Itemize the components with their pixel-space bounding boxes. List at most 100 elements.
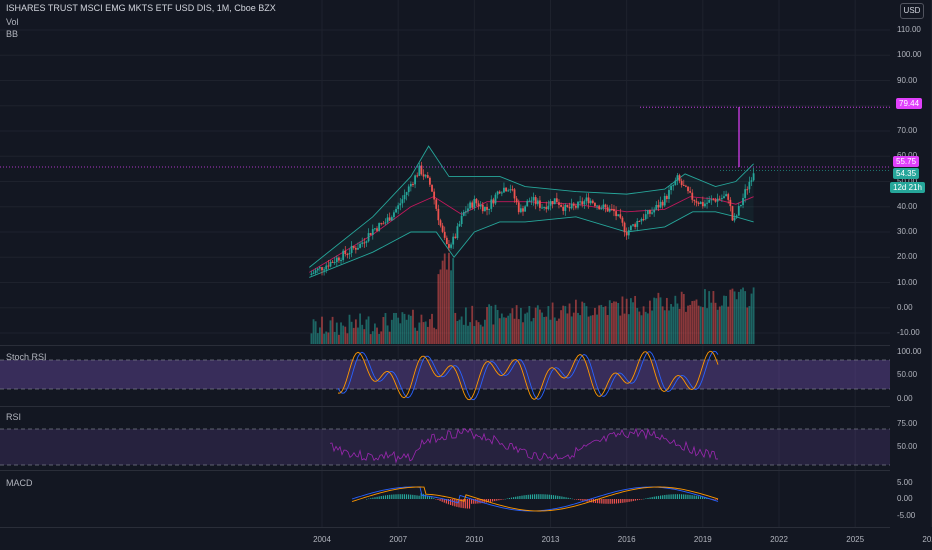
- volume-bar: [484, 319, 486, 344]
- rsi-label[interactable]: RSI: [6, 412, 22, 422]
- macd-label[interactable]: MACD: [6, 478, 33, 488]
- bollinger-indicator-label[interactable]: BB: [6, 29, 19, 39]
- candle-body: [378, 223, 381, 231]
- macd-histogram-bar: [538, 494, 540, 499]
- volume-bar: [367, 316, 370, 344]
- macd-histogram-bar: [418, 495, 420, 499]
- macd-histogram-bar: [443, 499, 445, 503]
- volume-bar: [452, 258, 455, 344]
- rsi-band: [0, 429, 890, 465]
- volume-bar: [670, 304, 672, 344]
- price-tick-label: 20.00: [897, 252, 918, 262]
- pane-separator[interactable]: [0, 406, 890, 407]
- volume-bar: [579, 315, 582, 344]
- volume-bar: [712, 291, 715, 344]
- stoch-rsi-label[interactable]: Stoch RSI: [6, 352, 47, 362]
- candle-body: [467, 208, 469, 212]
- volume-bar: [348, 314, 351, 344]
- candle-body: [469, 202, 472, 209]
- price-tick-label: 110.00: [897, 25, 921, 34]
- macd-histogram-bar: [372, 497, 374, 499]
- candle-body: [471, 202, 474, 208]
- candle-body: [585, 197, 588, 202]
- macd-histogram-bar: [441, 499, 443, 502]
- volume-bar: [503, 317, 505, 344]
- candle-body: [460, 215, 463, 225]
- time-tick-label: 2028: [922, 535, 932, 544]
- candle-body: [685, 185, 687, 187]
- macd-signal-line: [351, 486, 719, 512]
- macd-histogram-bar: [420, 493, 422, 499]
- volume-bar: [399, 323, 402, 344]
- candle-body: [395, 209, 397, 213]
- macd-histogram-bar: [382, 495, 384, 499]
- volume-bar: [551, 302, 554, 344]
- volume-bar: [333, 331, 336, 344]
- currency-button[interactable]: USD: [900, 3, 924, 19]
- candle-body: [701, 201, 704, 207]
- candle-body: [553, 198, 556, 205]
- candle-body: [716, 198, 719, 202]
- macd-histogram-bar: [611, 499, 613, 504]
- volume-bar: [617, 302, 620, 344]
- volume-bar: [708, 291, 711, 344]
- candle-body: [670, 185, 672, 191]
- macd-histogram-bar: [641, 499, 643, 500]
- volume-bar: [397, 317, 400, 344]
- macd-histogram-bar: [489, 499, 492, 502]
- volume-bar: [649, 300, 651, 344]
- price-tick-label: 90.00: [897, 75, 918, 85]
- volume-bar: [589, 315, 592, 344]
- macd-histogram-bar: [462, 499, 464, 509]
- candle-body: [365, 241, 368, 243]
- volume-bar: [720, 305, 723, 344]
- volume-bar: [581, 301, 584, 344]
- volume-bar: [528, 306, 531, 344]
- volume-bar: [539, 309, 541, 344]
- candle-body: [357, 247, 359, 250]
- pane-separator[interactable]: [0, 470, 890, 471]
- price-tick-label: 10.00: [897, 277, 918, 287]
- volume-bar: [693, 300, 696, 344]
- candle-body: [560, 204, 562, 207]
- macd-tick-label: -5.00: [897, 511, 916, 520]
- volume-bar: [704, 289, 706, 344]
- volume-bar: [492, 324, 495, 344]
- macd-histogram-bar: [370, 498, 372, 499]
- candle-body: [382, 223, 385, 225]
- time-tick-label: 2022: [770, 535, 788, 544]
- candle-body: [602, 204, 605, 209]
- volume-bar: [526, 312, 529, 344]
- macd-histogram-bar: [689, 494, 691, 499]
- macd-histogram-bar: [416, 495, 418, 499]
- volume-bar: [621, 296, 624, 344]
- macd-histogram-bar: [502, 499, 504, 500]
- volume-bar: [354, 319, 357, 344]
- macd-histogram-bar: [368, 498, 370, 500]
- candle-body: [431, 184, 433, 192]
- pane-separator[interactable]: [0, 345, 890, 346]
- candle-body: [473, 198, 476, 208]
- candle-body: [327, 265, 330, 267]
- macd-histogram-bar: [506, 498, 508, 499]
- candle-body: [568, 207, 571, 209]
- macd-histogram-bar: [468, 499, 471, 509]
- volume-bar: [610, 302, 613, 344]
- candle-body: [441, 225, 444, 232]
- macd-histogram-bar: [460, 499, 462, 508]
- volume-bar: [426, 326, 429, 344]
- macd-histogram-bar: [567, 497, 569, 499]
- volume-bar: [746, 307, 749, 344]
- candle-body: [464, 211, 467, 213]
- volume-indicator-label[interactable]: Vol: [6, 17, 19, 27]
- candle-body: [651, 212, 653, 214]
- candle-body: [632, 224, 634, 226]
- candle-body: [458, 224, 461, 227]
- candle-body: [479, 204, 482, 207]
- volume-bar: [731, 288, 734, 344]
- volume-bar: [469, 322, 472, 344]
- candle-body: [638, 221, 641, 223]
- candle-body: [750, 180, 753, 182]
- candle-body: [591, 200, 594, 203]
